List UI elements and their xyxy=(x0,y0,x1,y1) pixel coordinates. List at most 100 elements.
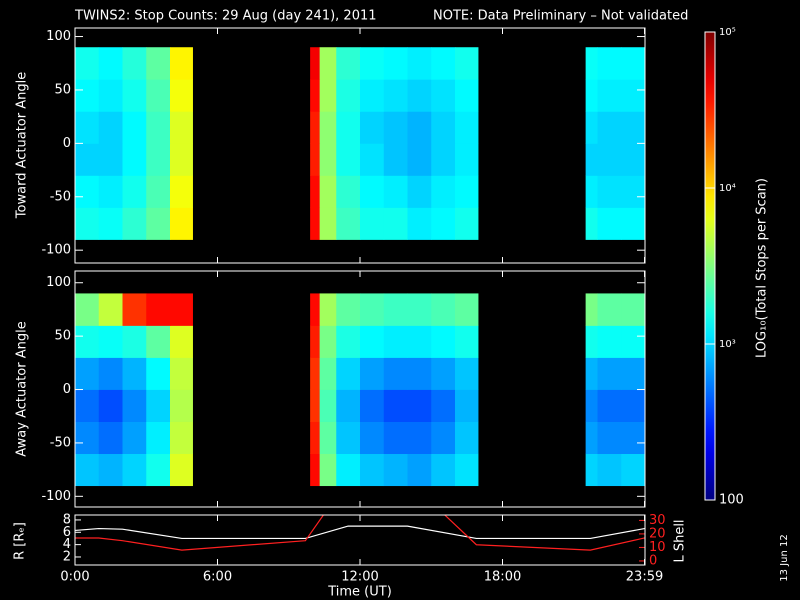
heatmap-cell xyxy=(597,79,622,112)
heatmap-cell xyxy=(455,389,479,422)
heatmap-cell xyxy=(597,325,622,358)
heatmap-cell xyxy=(597,175,622,208)
heatmap-cell xyxy=(621,421,646,455)
heatmap-cell xyxy=(98,421,123,455)
heatmap-cell xyxy=(122,175,147,208)
heatmap-cell xyxy=(336,47,361,80)
heatmap-cell xyxy=(98,357,123,390)
y-axis-label: R [Rₑ] xyxy=(13,522,28,560)
heatmap-cell xyxy=(310,143,321,176)
heatmap-cell xyxy=(319,79,337,112)
heatmap-cell xyxy=(319,357,337,390)
heatmap-cell xyxy=(146,357,171,390)
date-stamp: 13 Jun 12 xyxy=(779,534,790,581)
y-tick-label: 6 xyxy=(63,525,71,540)
heatmap-cell xyxy=(75,79,100,112)
heatmap-cell xyxy=(383,293,408,326)
heatmap-cell xyxy=(98,293,123,326)
y2-tick-label: 10 xyxy=(649,540,666,555)
y-tick-label: -50 xyxy=(50,189,71,204)
heatmap-cell xyxy=(407,47,432,80)
heatmap-cell xyxy=(407,111,432,144)
heatmap-cell xyxy=(585,325,598,358)
heatmap-cell xyxy=(310,453,321,487)
heatmap-cell xyxy=(431,453,456,487)
heatmap-cell xyxy=(310,421,321,455)
heatmap-cell xyxy=(360,421,385,455)
heatmap-cell xyxy=(319,453,337,487)
heatmap-cell xyxy=(597,207,622,240)
heatmap-cell xyxy=(310,389,321,422)
chart-title: TWINS2: Stop Counts: 29 Aug (day 241), 2… xyxy=(74,9,377,24)
heatmap-cell xyxy=(170,389,193,422)
heatmap-cell xyxy=(455,293,479,326)
heatmap-cell xyxy=(585,421,598,455)
plot-frame xyxy=(74,27,646,264)
heatmap-cell xyxy=(585,111,598,144)
heatmap-cell xyxy=(383,325,408,358)
heatmap-cell xyxy=(360,143,385,176)
y-tick-label: 50 xyxy=(54,82,71,97)
heatmap-cell xyxy=(455,453,479,487)
heatmap-cell xyxy=(75,293,100,326)
heatmap-cell xyxy=(360,325,385,358)
heatmap-cell xyxy=(170,293,193,326)
x-tick-label: 6:00 xyxy=(203,570,232,585)
colorbar-tick-label: 100 xyxy=(719,493,744,508)
heatmap-cell xyxy=(319,175,337,208)
heatmap-cell xyxy=(310,79,321,112)
heatmap-cell xyxy=(360,389,385,422)
heatmap-cell xyxy=(122,325,147,358)
heatmap-cell xyxy=(455,143,479,176)
heatmap-cell xyxy=(146,143,171,176)
heatmap-cell xyxy=(455,47,479,80)
heatmap-cell xyxy=(597,421,622,455)
heatmap-cell xyxy=(122,389,147,422)
heatmap-cell xyxy=(98,207,123,240)
heatmap-cell xyxy=(407,325,432,358)
heatmap-cell xyxy=(170,79,193,112)
heatmap-cell xyxy=(319,325,337,358)
heatmap-cell xyxy=(585,357,598,390)
y2-tick-label: 20 xyxy=(649,526,666,541)
heatmap-cell xyxy=(146,453,171,487)
heatmap-cell xyxy=(431,111,456,144)
heatmap-cell xyxy=(585,175,598,208)
heatmap-cell xyxy=(597,293,622,326)
heatmap-cell xyxy=(122,143,147,176)
x-tick-label: 23:59 xyxy=(626,570,663,585)
heatmap-cell xyxy=(336,207,361,240)
heatmap-cell xyxy=(319,421,337,455)
heatmap-cell xyxy=(407,293,432,326)
y-tick-label: 100 xyxy=(46,29,71,44)
heatmap-cell xyxy=(146,79,171,112)
y-axis-label: Toward Actuator Angle xyxy=(15,72,30,219)
heatmap-cell xyxy=(122,293,147,326)
heatmap-cell xyxy=(170,143,193,176)
colorbar-tick-label: 10⁴ xyxy=(719,183,736,194)
heatmap-cell xyxy=(336,111,361,144)
heatmap-cell xyxy=(75,453,100,487)
heatmap-cell xyxy=(170,175,193,208)
heatmap-cell xyxy=(360,207,385,240)
y-tick-label: -100 xyxy=(41,243,71,258)
heatmap-cell xyxy=(75,111,100,144)
heatmap-cell xyxy=(455,421,479,455)
heatmap-cell xyxy=(455,175,479,208)
heatmap-cell xyxy=(431,389,456,422)
y2-tick-label: 0 xyxy=(649,553,657,568)
heatmap-cell xyxy=(75,421,100,455)
annotation: NOTE: Data Preliminary – Not validated xyxy=(433,9,688,24)
series-line xyxy=(75,515,645,551)
heatmap-cell xyxy=(360,175,385,208)
heatmap-cell xyxy=(431,143,456,176)
heatmap-cell xyxy=(455,111,479,144)
heatmap-cell xyxy=(319,47,337,80)
y2-tick-label: 30 xyxy=(649,513,666,528)
heatmap-cell xyxy=(621,293,646,326)
heatmap-cell xyxy=(383,207,408,240)
heatmap-cell xyxy=(585,47,598,80)
colorbar-tick-label: 10³ xyxy=(719,339,736,350)
heatmap-cell xyxy=(98,453,123,487)
